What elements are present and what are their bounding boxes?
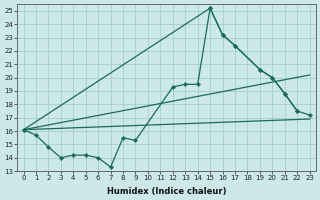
X-axis label: Humidex (Indice chaleur): Humidex (Indice chaleur)	[107, 187, 226, 196]
